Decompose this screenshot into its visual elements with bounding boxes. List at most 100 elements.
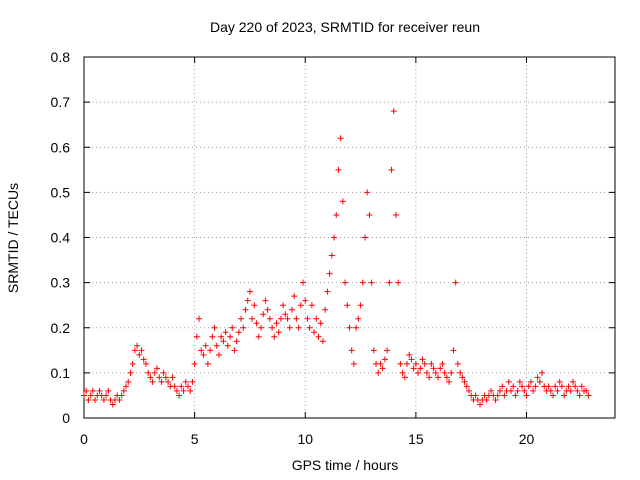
data-point <box>165 378 172 385</box>
data-point <box>492 396 499 403</box>
data-point <box>198 347 205 354</box>
data-point <box>386 279 393 286</box>
data-point <box>379 365 386 372</box>
data-point <box>572 383 579 390</box>
data-point <box>202 342 209 349</box>
data-point <box>448 369 455 376</box>
data-point <box>116 396 123 403</box>
data-point <box>258 324 264 331</box>
data-point <box>218 333 225 340</box>
x-tick-label: 0 <box>80 431 88 447</box>
data-point <box>516 378 523 385</box>
y-tick-label: 0.1 <box>51 365 71 381</box>
data-point <box>397 360 404 367</box>
data-point <box>346 324 353 331</box>
data-point <box>443 374 450 381</box>
data-point <box>361 234 368 241</box>
data-point <box>304 315 311 322</box>
data-point <box>246 288 253 295</box>
data-point <box>554 387 561 394</box>
data-point <box>251 302 258 309</box>
data-point <box>508 387 515 394</box>
data-point <box>209 333 216 340</box>
data-point <box>567 387 574 394</box>
ticks <box>83 56 615 419</box>
data-point <box>408 356 415 363</box>
data-point <box>284 315 291 322</box>
data-point <box>375 369 382 376</box>
data-point <box>421 360 428 367</box>
data-point <box>561 392 568 399</box>
data-point <box>138 347 145 354</box>
data-point <box>224 342 231 349</box>
tick-labels: 0 0.1 0.2 0.3 0.4 0.5 0.6 0.7 0.8 0 5 10 15 20 <box>51 49 535 447</box>
data-point <box>100 396 107 403</box>
data-point <box>134 342 141 349</box>
data-point <box>277 315 284 322</box>
data-point <box>359 279 366 286</box>
data-point <box>92 396 99 403</box>
data-point <box>173 387 180 394</box>
data-point <box>118 392 125 399</box>
x-tick-label: 5 <box>191 431 199 447</box>
data-point <box>565 383 572 390</box>
data-point <box>142 360 149 367</box>
data-point <box>461 378 468 385</box>
data-point <box>344 302 351 309</box>
data-point <box>441 369 448 376</box>
data-point <box>410 365 417 372</box>
data-point <box>317 320 324 327</box>
x-tick-label: 10 <box>297 431 313 447</box>
data-point <box>149 378 156 385</box>
data-point <box>527 378 534 385</box>
data-point <box>96 387 103 394</box>
data-point <box>415 369 422 376</box>
data-point <box>558 383 565 390</box>
data-point <box>178 383 185 390</box>
data-point <box>437 365 444 372</box>
data-point <box>355 315 362 322</box>
data-point <box>350 360 357 367</box>
data-point <box>459 374 466 381</box>
data-point <box>231 347 238 354</box>
data-point <box>200 351 207 358</box>
data-point <box>368 279 375 286</box>
data-point <box>534 374 541 381</box>
data-point <box>189 378 196 385</box>
data-point <box>532 383 539 390</box>
data-point <box>477 401 484 408</box>
data-point <box>446 378 453 385</box>
data-point <box>426 374 433 381</box>
y-tick-label: 0.5 <box>51 184 71 200</box>
data-point <box>240 324 247 331</box>
data-point <box>123 383 130 390</box>
data-point <box>193 333 200 340</box>
data-point <box>151 369 158 376</box>
data-point <box>494 392 501 399</box>
data-point <box>395 279 402 286</box>
data-point <box>406 351 413 358</box>
data-point <box>288 306 295 313</box>
data-point <box>145 369 152 376</box>
x-tick-label: 20 <box>519 431 535 447</box>
data-point <box>286 324 293 331</box>
data-point <box>238 315 245 322</box>
data-point <box>235 329 242 336</box>
data-point <box>136 351 143 358</box>
data-point <box>585 392 592 399</box>
data-point <box>176 392 183 399</box>
data-point <box>83 387 90 394</box>
data-point <box>120 387 127 394</box>
data-point <box>428 360 435 367</box>
data-point <box>89 387 96 394</box>
data-point <box>282 311 289 318</box>
data-point <box>315 333 322 340</box>
data-point <box>417 365 424 372</box>
data-point <box>501 392 508 399</box>
y-tick-label: 0.3 <box>51 275 71 291</box>
data-point <box>392 211 399 218</box>
data-point <box>452 279 459 286</box>
data-point <box>109 401 116 408</box>
data-point <box>439 360 446 367</box>
